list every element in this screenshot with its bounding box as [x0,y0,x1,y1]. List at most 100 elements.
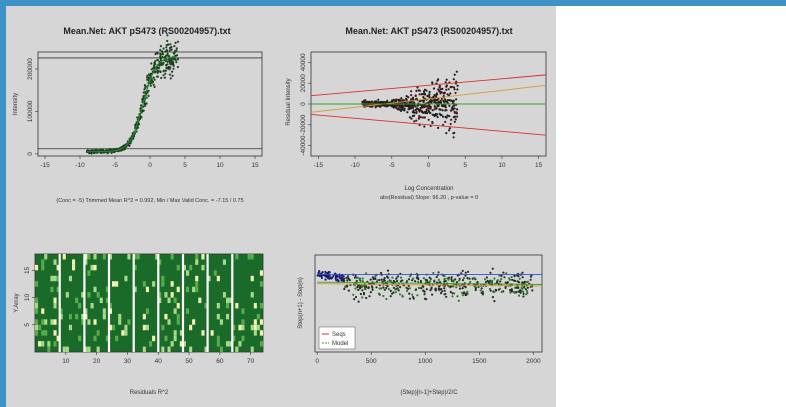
residual-point [421,116,424,119]
heatmap-cell [176,264,180,271]
heatmap-cell [250,346,254,353]
step-point [399,286,402,289]
residual-point [377,101,380,104]
heatmap-cell [158,297,162,304]
heatmap-cell [259,330,263,336]
data-point [94,148,97,151]
data-point [143,91,146,94]
residual-point [409,100,412,104]
step-point [416,294,419,297]
heatmap-cell [158,259,162,265]
residual-point [444,109,447,112]
heatmap-cell [216,341,220,347]
step-point [462,292,465,295]
step-point [511,278,514,281]
column-separator [181,254,185,352]
heatmap-cell [192,319,196,325]
step-point [455,281,459,284]
heatmap-cell [145,286,149,293]
heatmap-cell [142,281,146,287]
heatmap-cell [216,275,220,282]
heatmap-cell [176,313,180,320]
data-point [152,76,155,79]
data-point [166,60,169,63]
step-point [493,290,496,293]
heatmap-cell [56,335,60,342]
column-separator [206,254,209,352]
step-point [437,271,440,274]
step-point [484,281,488,284]
residual-point [450,118,453,121]
step-point [378,279,381,282]
panel-3-y-ticks: 5 10 15 [24,266,35,327]
panel-intensity: Mean.Net: AKT pS473 (RS00204957).txt -15… [13,26,263,204]
data-point [150,68,153,71]
p0-xtick-label: -5 [112,162,118,169]
step-point [522,295,525,298]
step-point [387,288,390,291]
heatmap-cell [241,319,245,325]
heatmap-cell [250,292,254,298]
p0-xtick-label: 0 [148,162,152,169]
residual-point [433,94,436,97]
step-point [337,275,340,278]
data-point [144,86,147,89]
panel-4-plot-box [314,254,543,353]
step-point [491,296,494,299]
residual-point [413,111,416,114]
step-point [517,286,520,290]
step-point [342,275,345,278]
panel-1-ylabel: Intensity [13,93,19,115]
panel-2-subtitle: abs(Residual) Slope: 96.20 , p-value = 0 [380,195,478,201]
heatmap-cell [195,259,199,265]
heatmap-cell [65,346,69,353]
step-point [381,280,384,283]
step-point [385,297,388,301]
residual-point [454,118,457,121]
data-point [165,49,168,52]
data-point [159,52,162,56]
step-point [371,288,374,291]
step-point [328,277,331,280]
heatmap-cell [115,335,119,342]
residual-point [415,110,418,113]
heatmap-cell [127,254,131,260]
data-point [143,102,146,105]
step-point [498,287,502,290]
heatmap-cell [81,292,85,298]
residual-point [425,108,428,111]
residual-point [415,119,418,122]
residual-point [401,108,405,111]
step-point [389,295,392,298]
step-point [461,279,465,282]
data-point [166,63,169,66]
heatmap-cell [241,308,245,314]
step-point [513,290,516,294]
p1-ytick-label: 20000 [300,74,307,92]
heatmap-cell [170,341,174,347]
data-point [144,104,147,107]
data-point [147,94,150,97]
heatmap-cell [84,259,88,265]
step-point [462,276,465,280]
heatmap-cell [161,275,165,282]
data-point [111,148,114,151]
column-separator [132,254,135,352]
step-point [357,288,360,292]
data-point [171,60,174,63]
data-point [172,64,175,67]
heatmap-cell [167,346,171,353]
data-point [165,66,168,70]
heatmap-cell [164,335,168,342]
heatmap-cell [201,254,205,260]
data-point [168,73,172,76]
residual-point [410,90,413,93]
reference-line [317,281,543,285]
step-point [417,278,420,281]
residual-point [455,70,458,73]
heatmap-cell [145,308,149,314]
heatmap-cell [256,313,260,320]
heatmap-cell [47,341,51,347]
heatmap-cell [179,341,183,347]
heatmap-cell [50,286,54,293]
